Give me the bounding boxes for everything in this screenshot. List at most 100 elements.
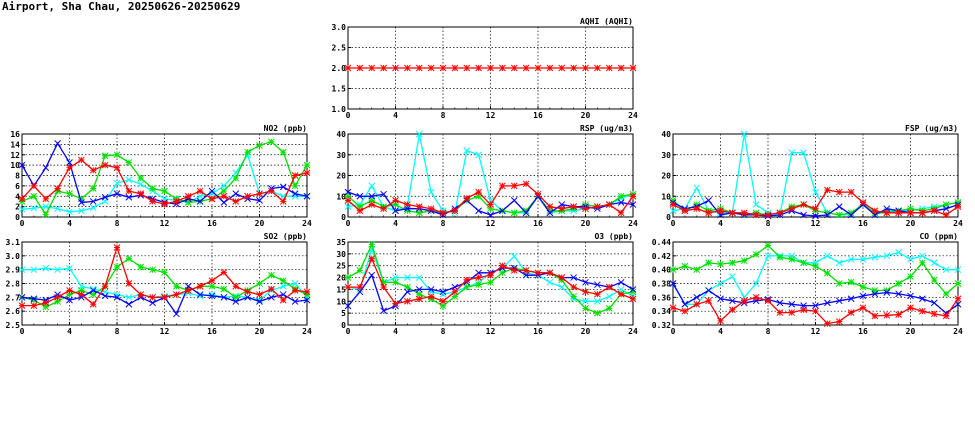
data-point	[356, 192, 364, 200]
x-tick-label: 24	[302, 327, 312, 336]
data-point	[291, 280, 299, 287]
data-point	[113, 164, 121, 172]
data-point	[427, 205, 435, 213]
data-point	[244, 148, 251, 156]
chart-title-fsp: FSP (ug/m3)	[905, 124, 958, 133]
data-point	[220, 192, 228, 200]
data-point	[907, 209, 914, 217]
data-point	[291, 298, 299, 305]
data-point	[681, 300, 689, 308]
data-point	[907, 304, 914, 312]
data-point	[149, 266, 156, 274]
x-tick-label: 24	[628, 111, 638, 120]
data-point	[279, 277, 287, 285]
x-tick-label: 20	[255, 327, 265, 336]
data-point	[582, 205, 589, 213]
x-tick-label: 4	[67, 327, 72, 336]
x-tick-label: 20	[581, 327, 591, 336]
data-point	[42, 203, 50, 210]
data-point	[800, 201, 807, 208]
data-point	[78, 156, 85, 164]
data-point	[42, 299, 50, 307]
data-point	[279, 291, 287, 298]
data-point	[954, 266, 962, 274]
data-point	[89, 287, 97, 294]
data-point	[605, 283, 613, 291]
data-point	[930, 207, 938, 215]
data-point	[404, 201, 411, 208]
x-tick-label: 8	[115, 219, 120, 228]
data-point	[256, 298, 263, 305]
data-point	[404, 288, 411, 296]
data-point	[392, 207, 399, 215]
data-point	[824, 269, 831, 277]
data-point	[617, 286, 625, 293]
data-point	[291, 190, 299, 198]
data-point	[113, 293, 121, 301]
data-point	[196, 282, 204, 290]
data-point	[220, 293, 228, 301]
y-tick-label: 2.5	[6, 321, 21, 330]
data-point	[291, 287, 299, 294]
data-point	[522, 267, 530, 274]
data-point	[415, 203, 423, 210]
data-point	[847, 211, 855, 219]
data-point	[101, 282, 109, 290]
data-point	[404, 274, 411, 281]
data-point	[629, 295, 637, 303]
data-point	[510, 209, 518, 217]
data-point	[427, 188, 435, 196]
data-point	[752, 251, 760, 258]
data-point	[303, 288, 311, 296]
data-point	[439, 302, 447, 310]
data-point	[930, 299, 938, 307]
data-point	[522, 180, 530, 188]
data-point	[279, 282, 287, 290]
data-point	[137, 180, 145, 188]
data-point	[232, 190, 240, 198]
data-point	[220, 269, 228, 276]
data-point	[788, 309, 796, 316]
data-point	[232, 198, 240, 205]
data-point	[510, 182, 518, 190]
data-point	[89, 166, 97, 174]
data-point	[415, 130, 423, 138]
y-tick-label: 0.38	[652, 280, 671, 289]
data-point	[534, 64, 542, 72]
data-point	[669, 207, 677, 215]
data-point	[907, 273, 914, 280]
data-point	[356, 64, 364, 72]
x-tick-label: 20	[255, 219, 265, 228]
data-point	[895, 209, 902, 217]
data-point	[30, 295, 38, 303]
x-tick-label: 4	[393, 111, 398, 120]
data-point	[594, 309, 601, 317]
data-point	[764, 211, 772, 219]
data-point	[196, 187, 204, 195]
data-point	[764, 242, 772, 249]
data-point	[244, 192, 251, 200]
data-point	[113, 179, 121, 187]
data-point	[149, 293, 156, 301]
data-point	[125, 193, 133, 201]
data-point	[907, 292, 914, 300]
data-point	[475, 64, 482, 72]
data-point	[18, 302, 26, 309]
data-point	[137, 263, 145, 271]
data-point	[161, 293, 168, 301]
data-point	[208, 292, 216, 300]
x-tick-label: 8	[441, 219, 446, 228]
data-point	[220, 187, 228, 195]
data-point	[740, 297, 748, 305]
x-tick-label: 16	[533, 219, 543, 228]
data-point	[558, 64, 566, 72]
y-tick-label: 2	[15, 203, 20, 212]
data-point	[705, 209, 712, 217]
data-point	[66, 164, 73, 172]
data-point	[764, 297, 772, 305]
data-point	[113, 263, 121, 271]
data-point	[883, 311, 891, 319]
y-tick-label: 3.0	[332, 23, 347, 32]
data-point	[368, 201, 376, 208]
data-point	[919, 259, 926, 267]
